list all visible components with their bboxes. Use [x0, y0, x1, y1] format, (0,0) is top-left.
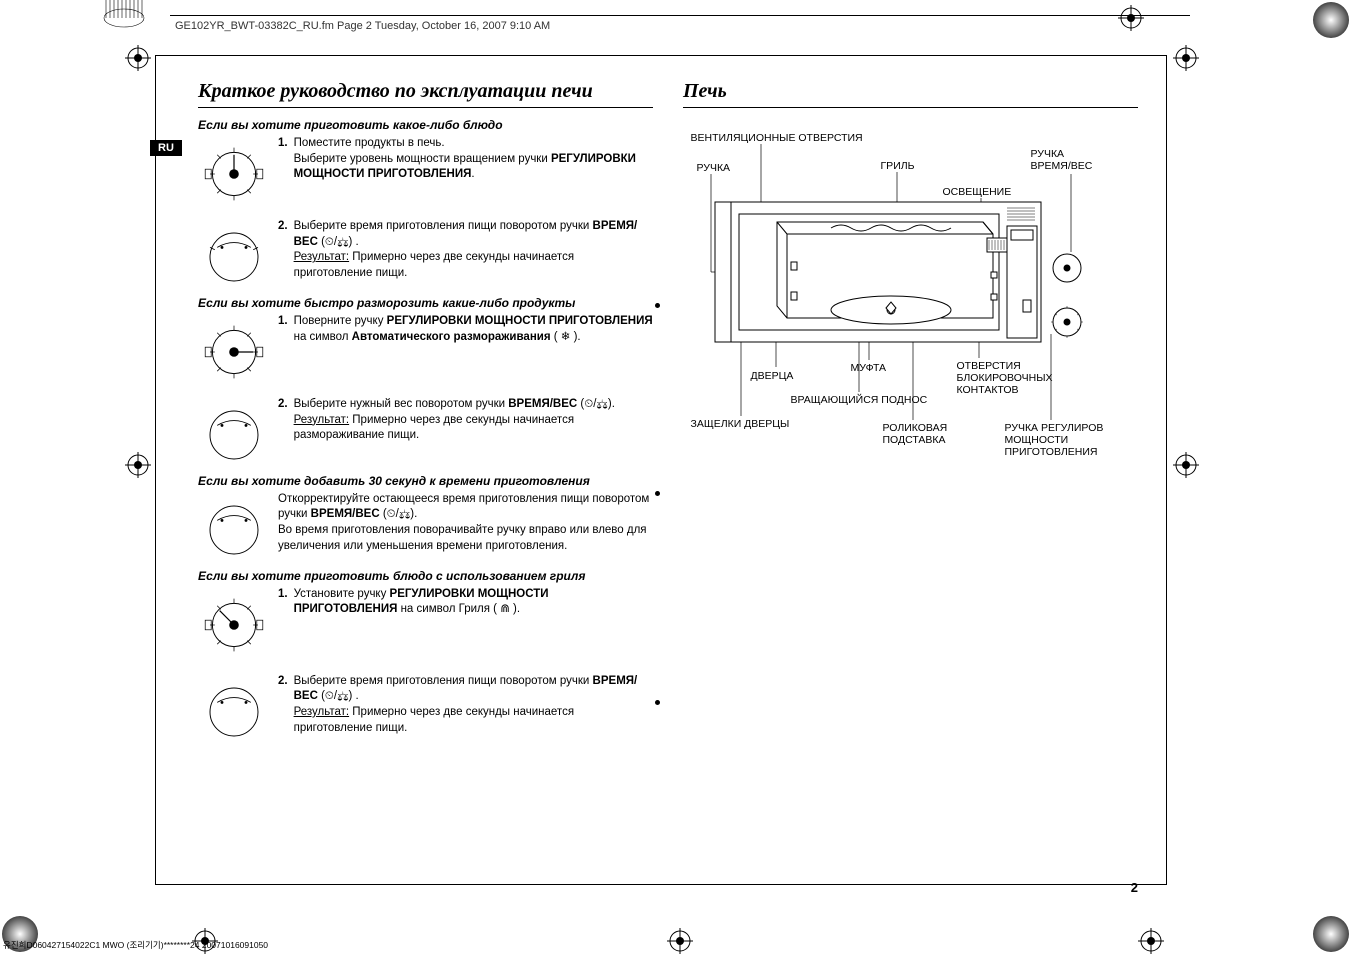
- s4-step1-text: Установите ручку РЕГУЛИРОВКИ МОЩНОСТИ ПР…: [294, 587, 653, 618]
- timer-dial-icon: [198, 674, 270, 741]
- footer-code: 유진희D060427154022C1 MWO (조리기기)********24 …: [3, 939, 268, 951]
- reg-mark-t2: [1118, 5, 1144, 31]
- reg-mark-bc: [667, 928, 693, 954]
- spiral-binding-icon: [100, 0, 148, 33]
- t: ВРЕМЯ/ВЕС: [508, 398, 577, 410]
- t: (⏲/⚖).: [577, 398, 615, 410]
- left-title: Краткое руководство по эксплуатации печи: [198, 80, 653, 108]
- s2-step2-text: Выберите нужный вес поворотом ручки ВРЕМ…: [294, 397, 653, 444]
- t: 2.: [278, 397, 294, 444]
- s3-body: Откорректируйте остающееся время пригото…: [198, 492, 653, 559]
- t: Выберите время приготовления пищи поворо…: [294, 220, 593, 232]
- header-rule: [170, 15, 1190, 16]
- t: Результат:: [294, 251, 350, 263]
- reg-mark-ml: [125, 452, 151, 478]
- reg-mark-tl: [125, 45, 151, 71]
- reg-mark-tr: [1173, 45, 1199, 71]
- t: ВРЕМЯ/ВЕС: [311, 508, 380, 520]
- section3-heading: Если вы хотите добавить 30 секунд к врем…: [198, 474, 653, 488]
- s3-text: Откорректируйте остающееся время пригото…: [278, 492, 653, 559]
- t: на символ Гриля ( ⋒ ).: [397, 603, 520, 615]
- t: Выберите нужный вес поворотом ручки: [294, 398, 509, 410]
- oven-svg: [691, 122, 1131, 472]
- section2-heading: Если вы хотите быстро разморозить какие-…: [198, 296, 653, 310]
- s4-step2: 2. Выберите время приготовления пищи пов…: [198, 674, 653, 741]
- section1-heading: Если вы хотите приготовить какое-либо бл…: [198, 118, 653, 132]
- power-dial-icon: [198, 314, 270, 383]
- t: Установите ручку: [294, 588, 390, 600]
- t: Выберите уровень мощности вращением ручк…: [294, 153, 551, 165]
- t: ( ❄ ).: [551, 331, 581, 343]
- t: (⏲/⚖) .: [318, 690, 359, 702]
- s2-step1-text: Поверните ручку РЕГУЛИРОВКИ МОЩНОСТИ ПРИ…: [294, 314, 653, 345]
- timer-dial-icon: [198, 492, 270, 559]
- page-content: RU Краткое руководство по эксплуатации п…: [198, 80, 1138, 745]
- timer-dial-icon: [198, 219, 270, 286]
- s1-step1: 1. Поместите продукты в печь. Выберите у…: [198, 136, 653, 205]
- t: Автоматического размораживания: [352, 331, 551, 343]
- left-column: Краткое руководство по эксплуатации печи…: [198, 80, 653, 745]
- t: Поверните ручку: [294, 315, 387, 327]
- oven-diagram: ВЕНТИЛЯЦИОННЫЕ ОТВЕРСТИЯ РУЧКА ГРИЛЬ ОСВ…: [691, 122, 1131, 472]
- t: (⏲/⚖).: [380, 508, 418, 520]
- t: 1.: [278, 314, 294, 345]
- right-column: Печь ВЕНТИЛЯЦИОННЫЕ ОТВЕРСТИЯ РУЧКА ГРИЛ…: [683, 80, 1138, 745]
- t: 1.: [278, 587, 294, 618]
- s1-step1-num: 1.: [278, 136, 294, 183]
- s1-step1-text: Поместите продукты в печь. Выберите уров…: [294, 136, 653, 183]
- right-title: Печь: [683, 80, 1138, 108]
- power-dial-icon: [198, 136, 270, 205]
- corner-tr-icon: [1311, 0, 1351, 40]
- s1-step2-num: 2.: [278, 219, 294, 281]
- s2-step2: 2. Выберите нужный вес поворотом ручки В…: [198, 397, 653, 464]
- t: Поместите продукты в печь.: [294, 137, 445, 149]
- s4-step1: 1. Установите ручку РЕГУЛИРОВКИ МОЩНОСТИ…: [198, 587, 653, 656]
- t: Во время приготовления поворачивайте руч…: [278, 524, 647, 552]
- s1-step2-text: Выберите время приготовления пищи поворо…: [294, 219, 653, 281]
- s4-step2-text: Выберите время приготовления пищи поворо…: [294, 674, 653, 736]
- corner-br-icon: [1311, 914, 1351, 954]
- power-dial-icon: [198, 587, 270, 656]
- s1-step2: 2. Выберите время приготовления пищи пов…: [198, 219, 653, 286]
- t: Результат:: [294, 414, 350, 426]
- t: Выберите время приготовления пищи поворо…: [294, 675, 593, 687]
- timer-dial-icon: [198, 397, 270, 464]
- t: (⏲/⚖) .: [318, 236, 359, 248]
- reg-mark-br: [1138, 928, 1164, 954]
- t: .: [471, 168, 474, 180]
- header-filename: GE102YR_BWT-03382C_RU.fm Page 2 Tuesday,…: [175, 20, 550, 32]
- s2-step1: 1. Поверните ручку РЕГУЛИРОВКИ МОЩНОСТИ …: [198, 314, 653, 383]
- section4-heading: Если вы хотите приготовить блюдо с испол…: [198, 569, 653, 583]
- t: Результат:: [294, 706, 350, 718]
- t: 2.: [278, 674, 294, 736]
- t: на символ: [294, 331, 352, 343]
- t: РЕГУЛИРОВКИ МОЩНОСТИ ПРИГОТОВЛЕНИЯ: [387, 315, 653, 327]
- language-tag: RU: [150, 140, 182, 156]
- reg-mark-mr: [1173, 452, 1199, 478]
- page-number: 2: [1131, 880, 1138, 895]
